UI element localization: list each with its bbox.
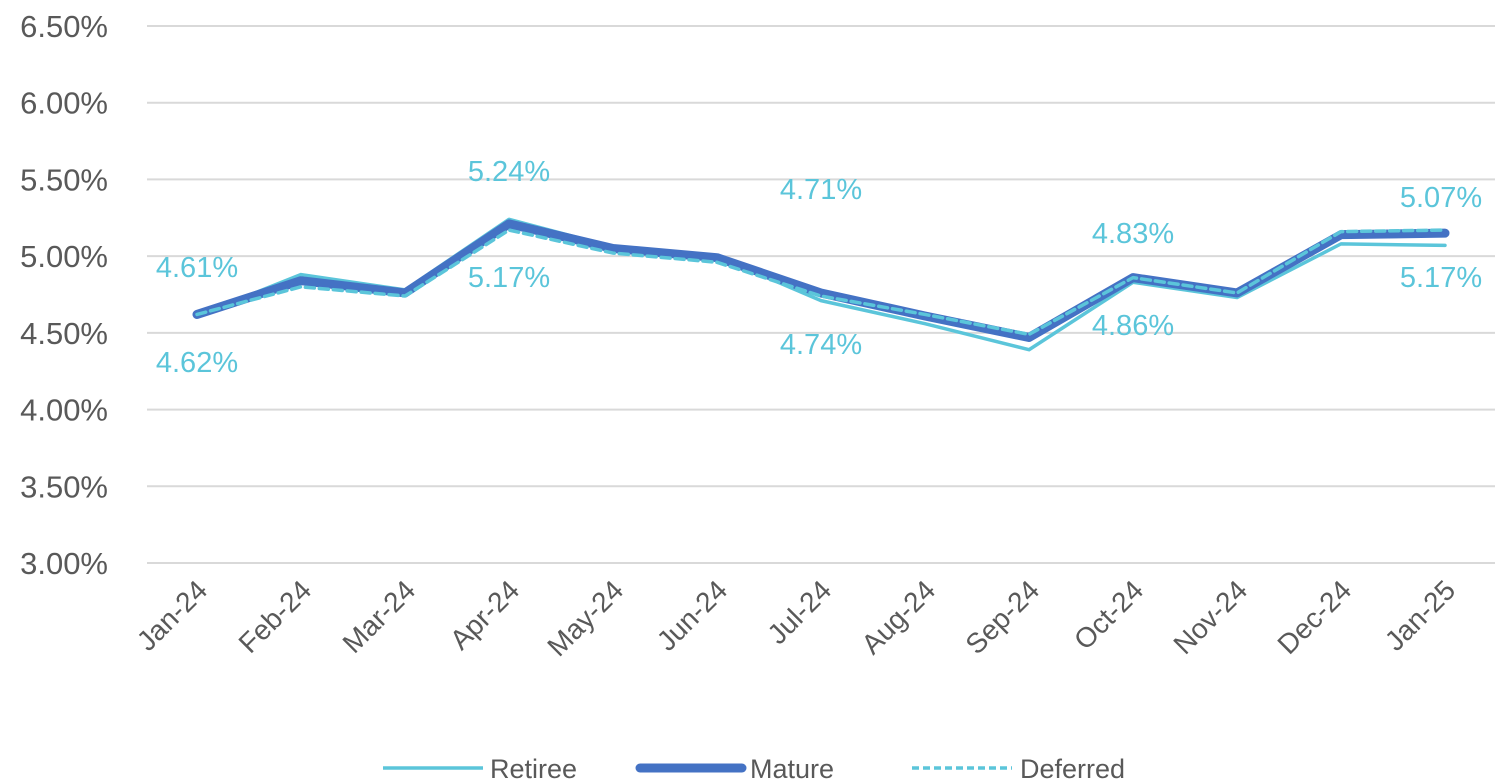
data-label-below: 4.62% [156, 347, 238, 379]
legend: Retiree Mature Deferred [383, 754, 1125, 784]
y-tick-label: 4.00% [20, 393, 108, 428]
x-tick-label: Jan-24 [131, 574, 213, 656]
gridlines [147, 25, 1495, 564]
y-tick-label: 3.50% [20, 469, 108, 504]
x-tick-label: Aug-24 [855, 574, 941, 660]
data-label-below: 4.74% [780, 329, 862, 361]
x-tick-label: Dec-24 [1271, 574, 1357, 660]
x-tick-label: Apr-24 [444, 574, 525, 655]
x-tick-label: May-24 [541, 574, 629, 662]
y-tick-label: 6.50% [20, 9, 108, 44]
x-axis-ticks: Jan-24 Feb-24 Mar-24 Apr-24 May-24 Jun-24 Jul-… [131, 574, 1461, 662]
x-tick-label: Jan-25 [1379, 574, 1461, 656]
data-label-above: 4.83% [1092, 218, 1174, 250]
y-tick-label: 6.00% [20, 86, 108, 121]
series-lines [192, 217, 1450, 352]
x-tick-label: Sep-24 [959, 574, 1045, 660]
data-label-above: 4.61% [156, 252, 238, 284]
data-label-below: 4.86% [1092, 310, 1174, 342]
x-tick-label: Mar-24 [337, 574, 422, 659]
legend-label-retiree: Retiree [490, 754, 577, 784]
y-tick-label: 4.50% [20, 316, 108, 351]
data-label-below: 5.17% [468, 262, 550, 294]
x-tick-label: Feb-24 [233, 574, 318, 659]
y-tick-label: 5.00% [20, 239, 108, 274]
y-tick-label: 3.00% [20, 546, 108, 581]
data-label-below: 5.17% [1400, 262, 1482, 294]
legend-label-mature: Mature [750, 754, 834, 784]
legend-label-deferred: Deferred [1020, 754, 1125, 784]
y-tick-label: 5.50% [20, 162, 108, 197]
x-tick-label: Jul-24 [761, 574, 837, 650]
data-label-above: 5.24% [468, 156, 550, 188]
data-labels: 4.61% 4.62% 5.24% 5.17% 4.71% 4.74% 4.83% 4.86%… [156, 156, 1482, 379]
y-axis-ticks: 3.00% 3.50% 4.00% 4.50% 5.00% 5.50% 6.00% 6.50% [20, 9, 108, 581]
x-tick-label: Nov-24 [1167, 574, 1253, 660]
series-line-deferred [195, 228, 1447, 337]
data-label-above: 4.71% [780, 174, 862, 206]
x-tick-label: Jun-24 [651, 574, 733, 656]
x-tick-label: Oct-24 [1068, 574, 1149, 655]
data-label-above: 5.07% [1400, 182, 1482, 214]
